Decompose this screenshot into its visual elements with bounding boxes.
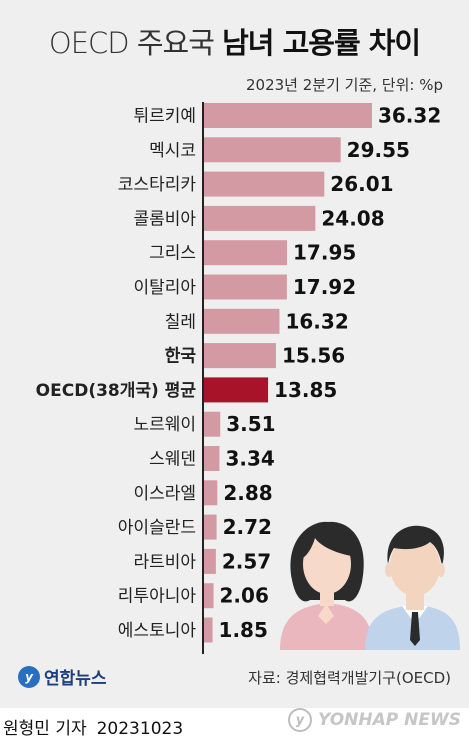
bar [204, 308, 280, 334]
category-label: 한국 [165, 347, 197, 367]
byline: 원형민 기자 20231023 [3, 714, 183, 739]
title-light: OECD 주요국 [48, 26, 215, 60]
chart-subtitle: 2023년 2분기 기준, 단위: %p [246, 76, 443, 94]
value-label: 15.56 [282, 344, 345, 368]
category-label: 코스타리카 [118, 175, 197, 195]
category-label: 스웨덴 [149, 450, 196, 470]
category-label: 아이슬란드 [118, 518, 196, 538]
publish-date: 20231023 [96, 719, 184, 739]
bar [204, 446, 220, 471]
bar [204, 103, 372, 128]
yonhap-mark-icon: y [18, 665, 40, 688]
chart-card: OECD 주요국 남녀 고용률 차이 2023년 2분기 기준, 단위: %p … [0, 0, 469, 708]
value-label: 17.95 [293, 241, 356, 265]
category-label: 콜롬비아 [133, 209, 196, 229]
bar [204, 240, 288, 266]
category-label: 노르웨이 [133, 415, 196, 435]
watermark-text: YONHAP NEWS [318, 710, 461, 730]
value-label: 3.51 [226, 412, 275, 436]
bar [204, 205, 316, 231]
value-label: 2.72 [223, 515, 272, 539]
category-label: 칠레 [165, 312, 196, 332]
category-label: 리투아니아 [118, 587, 197, 607]
category-label: 에스토니아 [118, 621, 197, 641]
bar [204, 137, 341, 163]
logo-text: 연합뉴스 [44, 669, 107, 689]
value-label: 17.92 [293, 275, 356, 299]
category-label: 멕시코 [149, 141, 196, 161]
reporter-name: 원형민 기자 [3, 719, 87, 739]
value-label: 26.01 [330, 172, 393, 196]
title-bold: 남녀 고용률 차이 [222, 26, 421, 60]
value-label: 13.85 [274, 378, 337, 402]
bar [204, 617, 213, 643]
yonhap-watermark: y YONHAP NEWS [288, 708, 461, 732]
bar [204, 343, 276, 369]
axis-line [202, 102, 204, 654]
value-label: 36.32 [378, 104, 441, 128]
value-label: 16.32 [285, 309, 348, 333]
value-label: 3.34 [225, 447, 274, 471]
bar [204, 171, 325, 197]
yonhap-logo: y 연합뉴스 [18, 664, 107, 689]
bar-chart: 튀르키예 36.32 멕시코 29.55 코스타리카 26.01 콜롬비아 24.08 그리스 1… [36, 103, 441, 643]
value-label: 1.85 [219, 618, 268, 642]
bar [204, 548, 216, 574]
category-label: 튀르키예 [133, 107, 196, 127]
value-label: 29.55 [347, 138, 410, 162]
bar [204, 514, 217, 540]
source-note: 자료: 경제협력개발기구(OECD) [248, 669, 451, 687]
category-label: 이스라엘 [133, 484, 196, 504]
value-label: 2.88 [223, 481, 272, 505]
bar [204, 583, 214, 609]
bar [204, 274, 287, 300]
chart-title: OECD 주요국 남녀 고용률 차이 [0, 20, 469, 62]
category-label: 라트비아 [133, 552, 196, 572]
category-label: 이탈리아 [133, 278, 196, 298]
category-label: 그리스 [149, 244, 196, 264]
value-label: 24.08 [321, 206, 384, 230]
value-label: 2.57 [222, 549, 271, 573]
man-woman-illustration [280, 521, 460, 650]
watermark-mark-icon: y [288, 708, 312, 732]
value-label: 2.06 [220, 584, 269, 608]
bar [204, 480, 218, 506]
man-icon [365, 525, 460, 650]
bar [204, 377, 269, 403]
category-label: OECD(38개국) 평균 [36, 381, 197, 401]
bar [204, 411, 221, 437]
woman-icon [280, 521, 373, 650]
